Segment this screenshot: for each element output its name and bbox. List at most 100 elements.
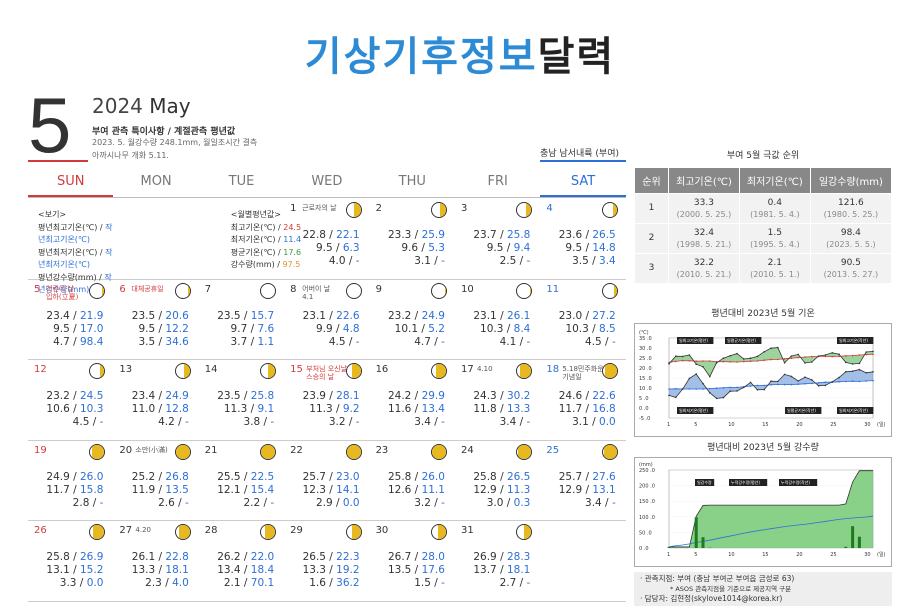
weekday-thu: THU	[398, 174, 426, 189]
day-number: 23	[375, 444, 389, 456]
monthly-line: <월별평년값>	[230, 210, 281, 219]
series-label: 누적강수량(작년)	[781, 479, 810, 485]
y-tick-label: -5 .0	[639, 416, 650, 422]
data-point	[777, 380, 779, 383]
x-tick-label: 10	[728, 422, 734, 428]
day-values: 24.6 / 22.6 11.7 / 16.8 3.1 / 0.0	[558, 390, 616, 428]
legend: <보기> 평년최고기온(℃) / 작년최고기온(℃) 평년최저기온(℃) / 작년최…	[38, 209, 113, 297]
monthly-line: 최고기온(℃) / 24.5	[230, 222, 302, 232]
data-point	[872, 350, 874, 353]
day-values: 23.7 / 25.8 9.5 / 9.4 2.5 / -	[473, 229, 531, 267]
data-point	[777, 383, 779, 386]
data-point	[688, 360, 691, 362]
rank-value: 90.5 (2013. 5. 27.)	[809, 253, 893, 284]
data-point	[770, 347, 772, 349]
data-point	[715, 397, 718, 400]
data-point	[797, 383, 799, 385]
day-cell-10: 10 23.1 / 26.1 10.3 / 8.4 4.1 / -	[455, 280, 540, 360]
data-point	[668, 394, 670, 397]
weekday-sun: SUN	[28, 168, 114, 197]
moon-phase-icon	[601, 202, 618, 218]
temp-chart-svg: (℃)35 .0 30 .0 25 .0 20 .0 15 .0 10 .0 5 .0 0 .…	[639, 330, 886, 428]
data-point	[797, 380, 799, 382]
moon-phase-icon	[89, 282, 106, 299]
data-point	[709, 360, 711, 362]
x-tick-label: 25	[830, 422, 836, 428]
calendar-week: 26 25.8 / 26.9 13.1 / 15.2 3.3 / 0.0 27 4.20 2…	[28, 521, 626, 602]
y-tick-label: 30 .0	[639, 346, 652, 352]
day-cell-31: 31 26.9 / 28.3 13.7 / 18.1 2.7 / -	[455, 521, 540, 601]
data-point	[681, 388, 684, 390]
data-point	[736, 352, 738, 355]
rank-value: 0.4 (1981. 5. 4.)	[738, 193, 811, 224]
series-label: 일평균기온(평년)	[727, 337, 756, 343]
day-cell-11: 11 23.0 / 27.2 10.3 / 8.5 4.5 / -	[540, 280, 625, 360]
day-note: 근로자의 날	[302, 204, 337, 212]
data-point	[681, 359, 684, 362]
data-point	[872, 379, 874, 382]
day-values: 23.4 / 24.9 11.0 / 12.8 4.2 / -	[131, 390, 189, 428]
day-number: 27	[119, 525, 133, 536]
y-tick-label: 50 .0	[639, 530, 652, 536]
data-point	[695, 363, 697, 365]
day-cell-12: 12 23.2 / 24.5 10.6 / 10.3 4.5 / -	[28, 360, 113, 440]
data-point	[756, 355, 759, 358]
data-point	[749, 381, 752, 384]
x-unit: (일)	[877, 551, 886, 558]
data-point	[702, 360, 704, 362]
day-values: 23.9 / 28.1 11.3 / 9.2 3.2 / -	[302, 390, 360, 428]
day-number: 22	[290, 444, 303, 456]
day-values: 23.4 / 21.9 9.5 / 17.0 4.7 / 98.4	[46, 309, 104, 348]
moon-phase-icon	[345, 363, 362, 379]
moon-phase-icon	[174, 282, 191, 299]
data-point	[722, 396, 725, 399]
monthly-line: 강수량(mm) / 97.5	[230, 260, 301, 269]
moon-phase-icon	[345, 202, 362, 218]
data-point	[695, 388, 697, 390]
data-point	[715, 362, 718, 364]
data-point	[851, 363, 854, 365]
page-title: 기상기후정보달력	[304, 34, 616, 80]
day-cell-8: 8 어버이 날 4.1 23.1 / 22.6 9.9 / 4.8 4.5 / -	[284, 280, 369, 360]
data-point	[743, 358, 745, 360]
data-point	[804, 356, 806, 358]
moon-phase-icon	[430, 363, 447, 379]
temp-chart-title: 평년대비 2023년 5월 기온	[711, 309, 815, 319]
data-point	[681, 355, 684, 358]
rain-bar	[701, 537, 705, 548]
day-values: 25.8 / 26.9 13.1 / 15.2 3.3 / 0.0	[46, 551, 104, 589]
day-values: 22.8 / 22.1 9.5 / 6.3 4.0 / -	[302, 229, 360, 267]
series-label-box	[677, 337, 714, 344]
moon-phase-icon	[89, 363, 106, 379]
rain-bar	[667, 546, 671, 548]
data-point	[709, 375, 711, 378]
day-note: 5.18민주화운동 기념일	[562, 365, 611, 381]
series-label: 일최저기온(작년)	[839, 407, 868, 413]
data-point	[688, 388, 691, 390]
day-number: 8	[290, 283, 297, 295]
weekday-tue: TUE	[228, 174, 255, 189]
info-box: · 관측지점: 부여 (충남 부여군 부여읍 금성로 63) * ASOS 관측…	[634, 572, 892, 606]
moon-phase-icon	[430, 202, 447, 218]
data-point	[872, 371, 874, 373]
data-point	[838, 355, 840, 358]
data-point	[722, 357, 725, 359]
rain-chart: (mm) 250 .0 200 .0 150 .0 100 .0 50 .0 0 .0 1 5 1…	[634, 457, 892, 567]
day-number: 26	[34, 525, 47, 536]
day-values: 25.8 / 26.5 12.9 / 11.3 3.0 / 0.3	[473, 470, 531, 509]
data-point	[770, 358, 772, 361]
rank-cell: 2	[634, 223, 669, 254]
data-point	[858, 354, 861, 356]
info-note: * ASOS 관측지점을 기준으로 제공지역 구분	[670, 585, 792, 593]
series-label-box	[725, 337, 762, 344]
weekday-fri: FRI	[487, 174, 508, 189]
data-point	[824, 384, 827, 387]
data-point	[865, 380, 867, 382]
data-point	[811, 355, 813, 358]
moon-phase-icon	[601, 363, 618, 379]
data-point	[824, 354, 827, 356]
notes-line2: 아까시나무 개화 5.11.	[92, 151, 169, 160]
day-number: 19	[34, 444, 47, 456]
data-point	[729, 355, 731, 357]
data-point	[695, 360, 697, 362]
